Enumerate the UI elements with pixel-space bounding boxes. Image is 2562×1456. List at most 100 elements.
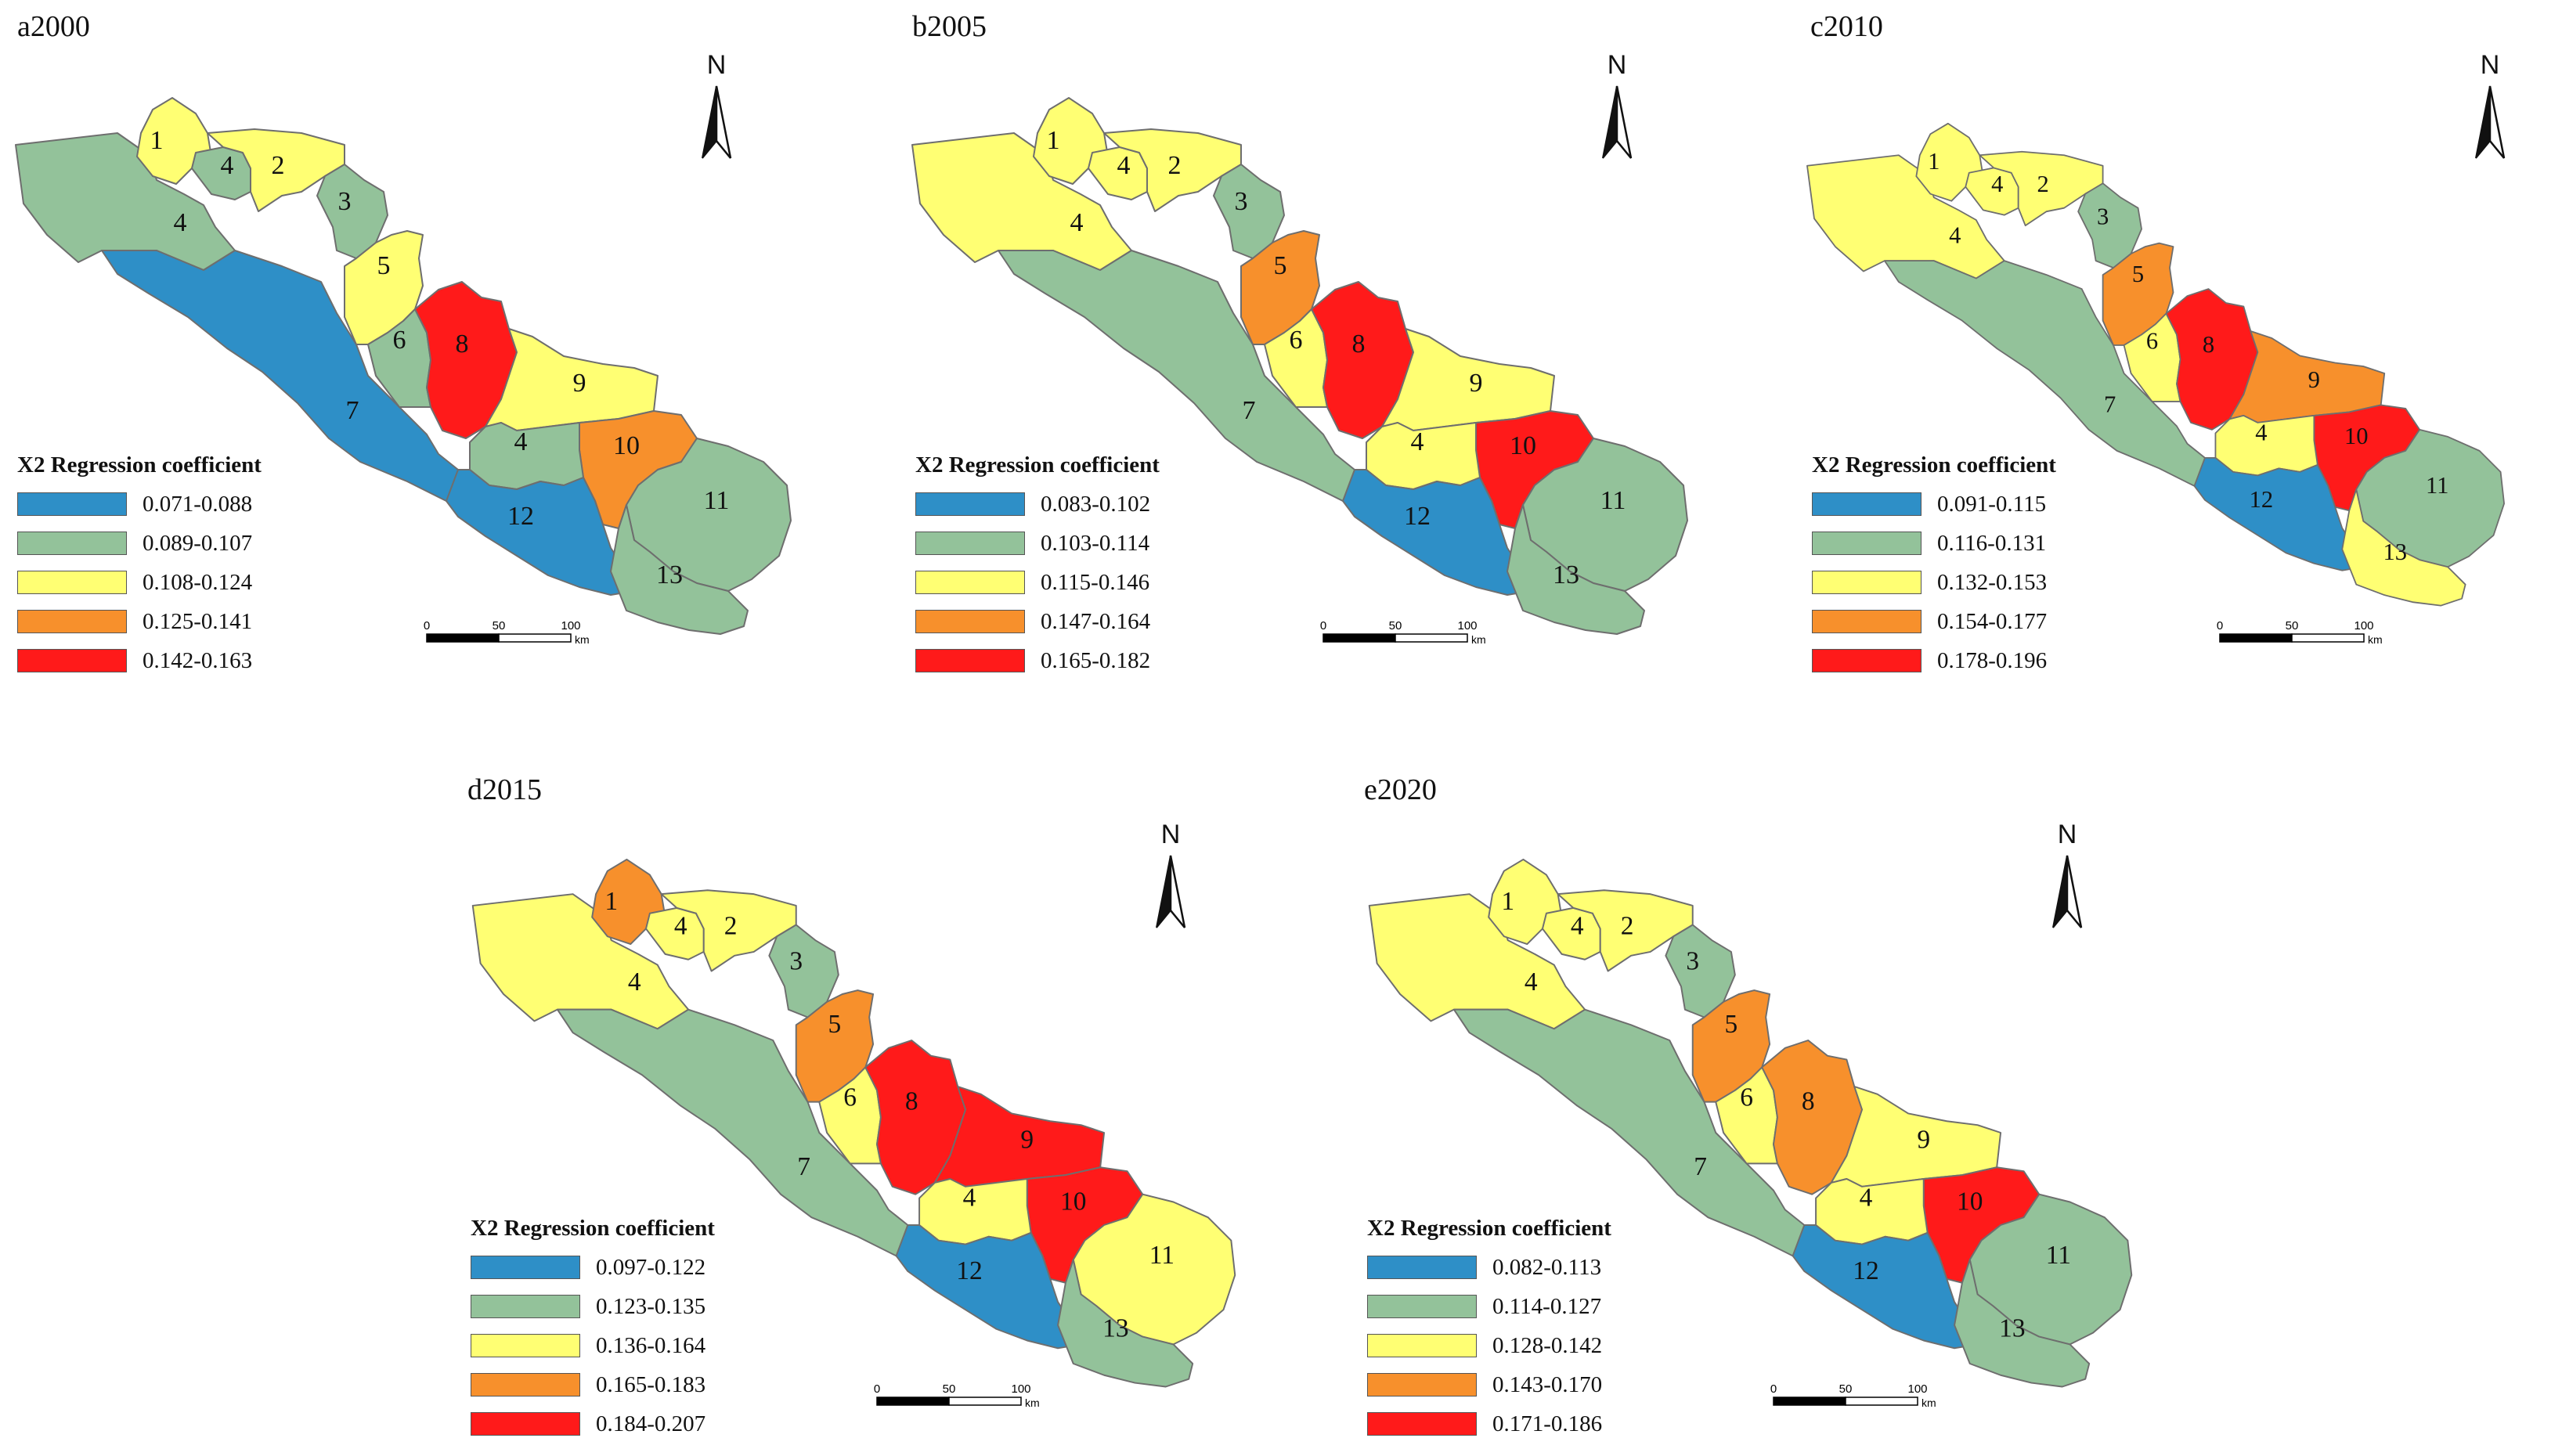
north-arrow: N xyxy=(1139,818,1202,939)
region-label: 10 xyxy=(2344,423,2369,449)
map-panel-e: e2020 4 7 1 4 2 3 5 6 8 9 10 4 12 11 13 N X2 Regressio… xyxy=(1347,763,2200,1456)
region-label: 7 xyxy=(346,396,359,425)
region-label: 4 xyxy=(174,208,187,237)
scale-tick: 0 xyxy=(874,1382,880,1396)
region-label: 4 xyxy=(221,151,234,180)
legend-item: 0.123-0.135 xyxy=(471,1287,715,1326)
legend-range: 0.143-0.170 xyxy=(1492,1371,1603,1397)
legend-item: 0.171-0.186 xyxy=(1367,1404,1611,1443)
choropleth-map: 4 7 1 4 2 3 5 6 8 9 10 4 12 11 13 xyxy=(911,97,1688,635)
scale-tick: 100 xyxy=(561,619,580,632)
choropleth-map: 4 7 1 4 2 3 5 6 8 9 10 4 12 11 13 xyxy=(15,97,792,635)
scale-tick: 100 xyxy=(1457,619,1477,632)
region-label: 5 xyxy=(1274,251,1287,280)
legend-item: 0.091-0.115 xyxy=(1812,485,2056,524)
legend-item: 0.165-0.182 xyxy=(915,641,1160,680)
region-2 xyxy=(660,889,797,972)
region-label: 4 xyxy=(1411,427,1424,456)
legend: X2 Regression coefficient 0.091-0.115 0.11… xyxy=(1812,452,2056,680)
legend-swatch xyxy=(1812,492,1922,516)
region-label: 2 xyxy=(272,151,285,180)
region-label: 3 xyxy=(1686,947,1699,976)
scale-unit: km xyxy=(1471,633,1486,646)
legend-swatch xyxy=(1367,1334,1477,1357)
region-label: 11 xyxy=(2046,1241,2071,1270)
region-label: 1 xyxy=(1047,126,1060,155)
scale-bar-graphic: 0 50 100 km xyxy=(1770,1382,1936,1409)
region-label: 13 xyxy=(1102,1314,1128,1343)
region-label: 12 xyxy=(2250,486,2274,513)
scale-bar: 0 50 100 km xyxy=(423,618,611,661)
north-arrow: N xyxy=(1586,49,1648,170)
scale-tick: 0 xyxy=(2217,619,2223,632)
region-label: 9 xyxy=(1470,369,1483,398)
north-arrow-icon: N xyxy=(2052,820,2083,928)
legend-swatch xyxy=(915,492,1025,516)
region-3 xyxy=(316,164,388,259)
legend-item: 0.083-0.102 xyxy=(915,485,1160,524)
region-label: 7 xyxy=(797,1152,810,1181)
region-label: 6 xyxy=(393,326,406,355)
legend-range: 0.184-0.207 xyxy=(596,1411,706,1436)
legend-item: 0.178-0.196 xyxy=(1812,641,2056,680)
region-label: 8 xyxy=(1352,330,1366,359)
region-label: 10 xyxy=(1510,431,1536,460)
region-label: 8 xyxy=(456,330,469,359)
legend-range: 0.114-0.127 xyxy=(1492,1293,1602,1319)
region-label: 12 xyxy=(1404,502,1431,531)
north-arrow-icon: N xyxy=(702,50,732,159)
region-label: 11 xyxy=(1600,486,1626,515)
region-label: 4 xyxy=(1571,911,1584,940)
north-arrow: N xyxy=(2459,49,2521,170)
choropleth-map: 4 7 1 4 2 3 5 6 8 9 10 4 12 11 13 xyxy=(1806,122,2505,607)
north-label: N xyxy=(1608,50,1627,80)
legend-item: 0.165-0.183 xyxy=(471,1365,715,1404)
region-label: 2 xyxy=(1621,911,1634,940)
panel-title: b2005 xyxy=(912,10,987,43)
legend-item: 0.184-0.207 xyxy=(471,1404,715,1443)
scale-tick: 100 xyxy=(1907,1382,1927,1396)
region-13 xyxy=(1057,1259,1194,1388)
legend-swatch xyxy=(915,610,1025,633)
legend-swatch xyxy=(471,1295,580,1318)
region-label: 13 xyxy=(1553,560,1579,589)
legend-swatch xyxy=(471,1373,580,1397)
region-label: 4 xyxy=(674,911,687,940)
legend-item: 0.071-0.088 xyxy=(17,485,262,524)
region-label: 7 xyxy=(1243,396,1256,425)
legend-range: 0.125-0.141 xyxy=(143,608,253,634)
legend: X2 Regression coefficient 0.083-0.102 0.10… xyxy=(915,452,1160,680)
region-label: 12 xyxy=(507,502,534,531)
map-panel-c: c2010 4 7 1 4 2 3 5 6 8 9 10 4 12 11 13 N X2 Regressio… xyxy=(1793,0,2560,705)
panel-title: a2000 xyxy=(17,10,90,43)
region-label: 10 xyxy=(1957,1187,1983,1216)
map-panel-b: b2005 4 7 1 4 2 3 5 6 8 9 10 4 12 11 13 N X2 Regressio… xyxy=(897,0,1750,705)
legend-swatch xyxy=(1812,649,1922,672)
legend-range: 0.171-0.186 xyxy=(1492,1411,1603,1436)
legend-swatch xyxy=(1367,1295,1477,1318)
legend-range: 0.115-0.146 xyxy=(1041,569,1150,595)
panel-title: d2015 xyxy=(467,773,542,806)
region-label: 8 xyxy=(2203,331,2214,358)
region-3 xyxy=(2077,182,2142,269)
region-5 xyxy=(1691,989,1771,1103)
north-arrow-icon: N xyxy=(1602,50,1633,159)
legend-swatch xyxy=(915,649,1025,672)
region-label: 6 xyxy=(843,1083,857,1112)
region-label: 2 xyxy=(724,911,738,940)
scale-tick: 100 xyxy=(1011,1382,1030,1396)
region-label: 13 xyxy=(656,560,683,589)
region-5 xyxy=(795,989,875,1103)
north-arrow: N xyxy=(685,49,748,170)
legend-range: 0.089-0.107 xyxy=(143,530,253,556)
legend-range: 0.128-0.142 xyxy=(1492,1332,1603,1358)
region-label: 1 xyxy=(1928,148,1940,175)
region-label: 3 xyxy=(2097,203,2109,229)
choropleth-map: 4 7 1 4 2 3 5 6 8 9 10 4 12 11 13 xyxy=(1368,858,2133,1388)
legend-swatch xyxy=(17,649,127,672)
legend-swatch xyxy=(17,610,127,633)
panel-title: e2020 xyxy=(1364,773,1437,806)
legend-item: 0.143-0.170 xyxy=(1367,1365,1611,1404)
legend-item: 0.136-0.164 xyxy=(471,1326,715,1365)
legend-range: 0.154-0.177 xyxy=(1937,608,2048,634)
